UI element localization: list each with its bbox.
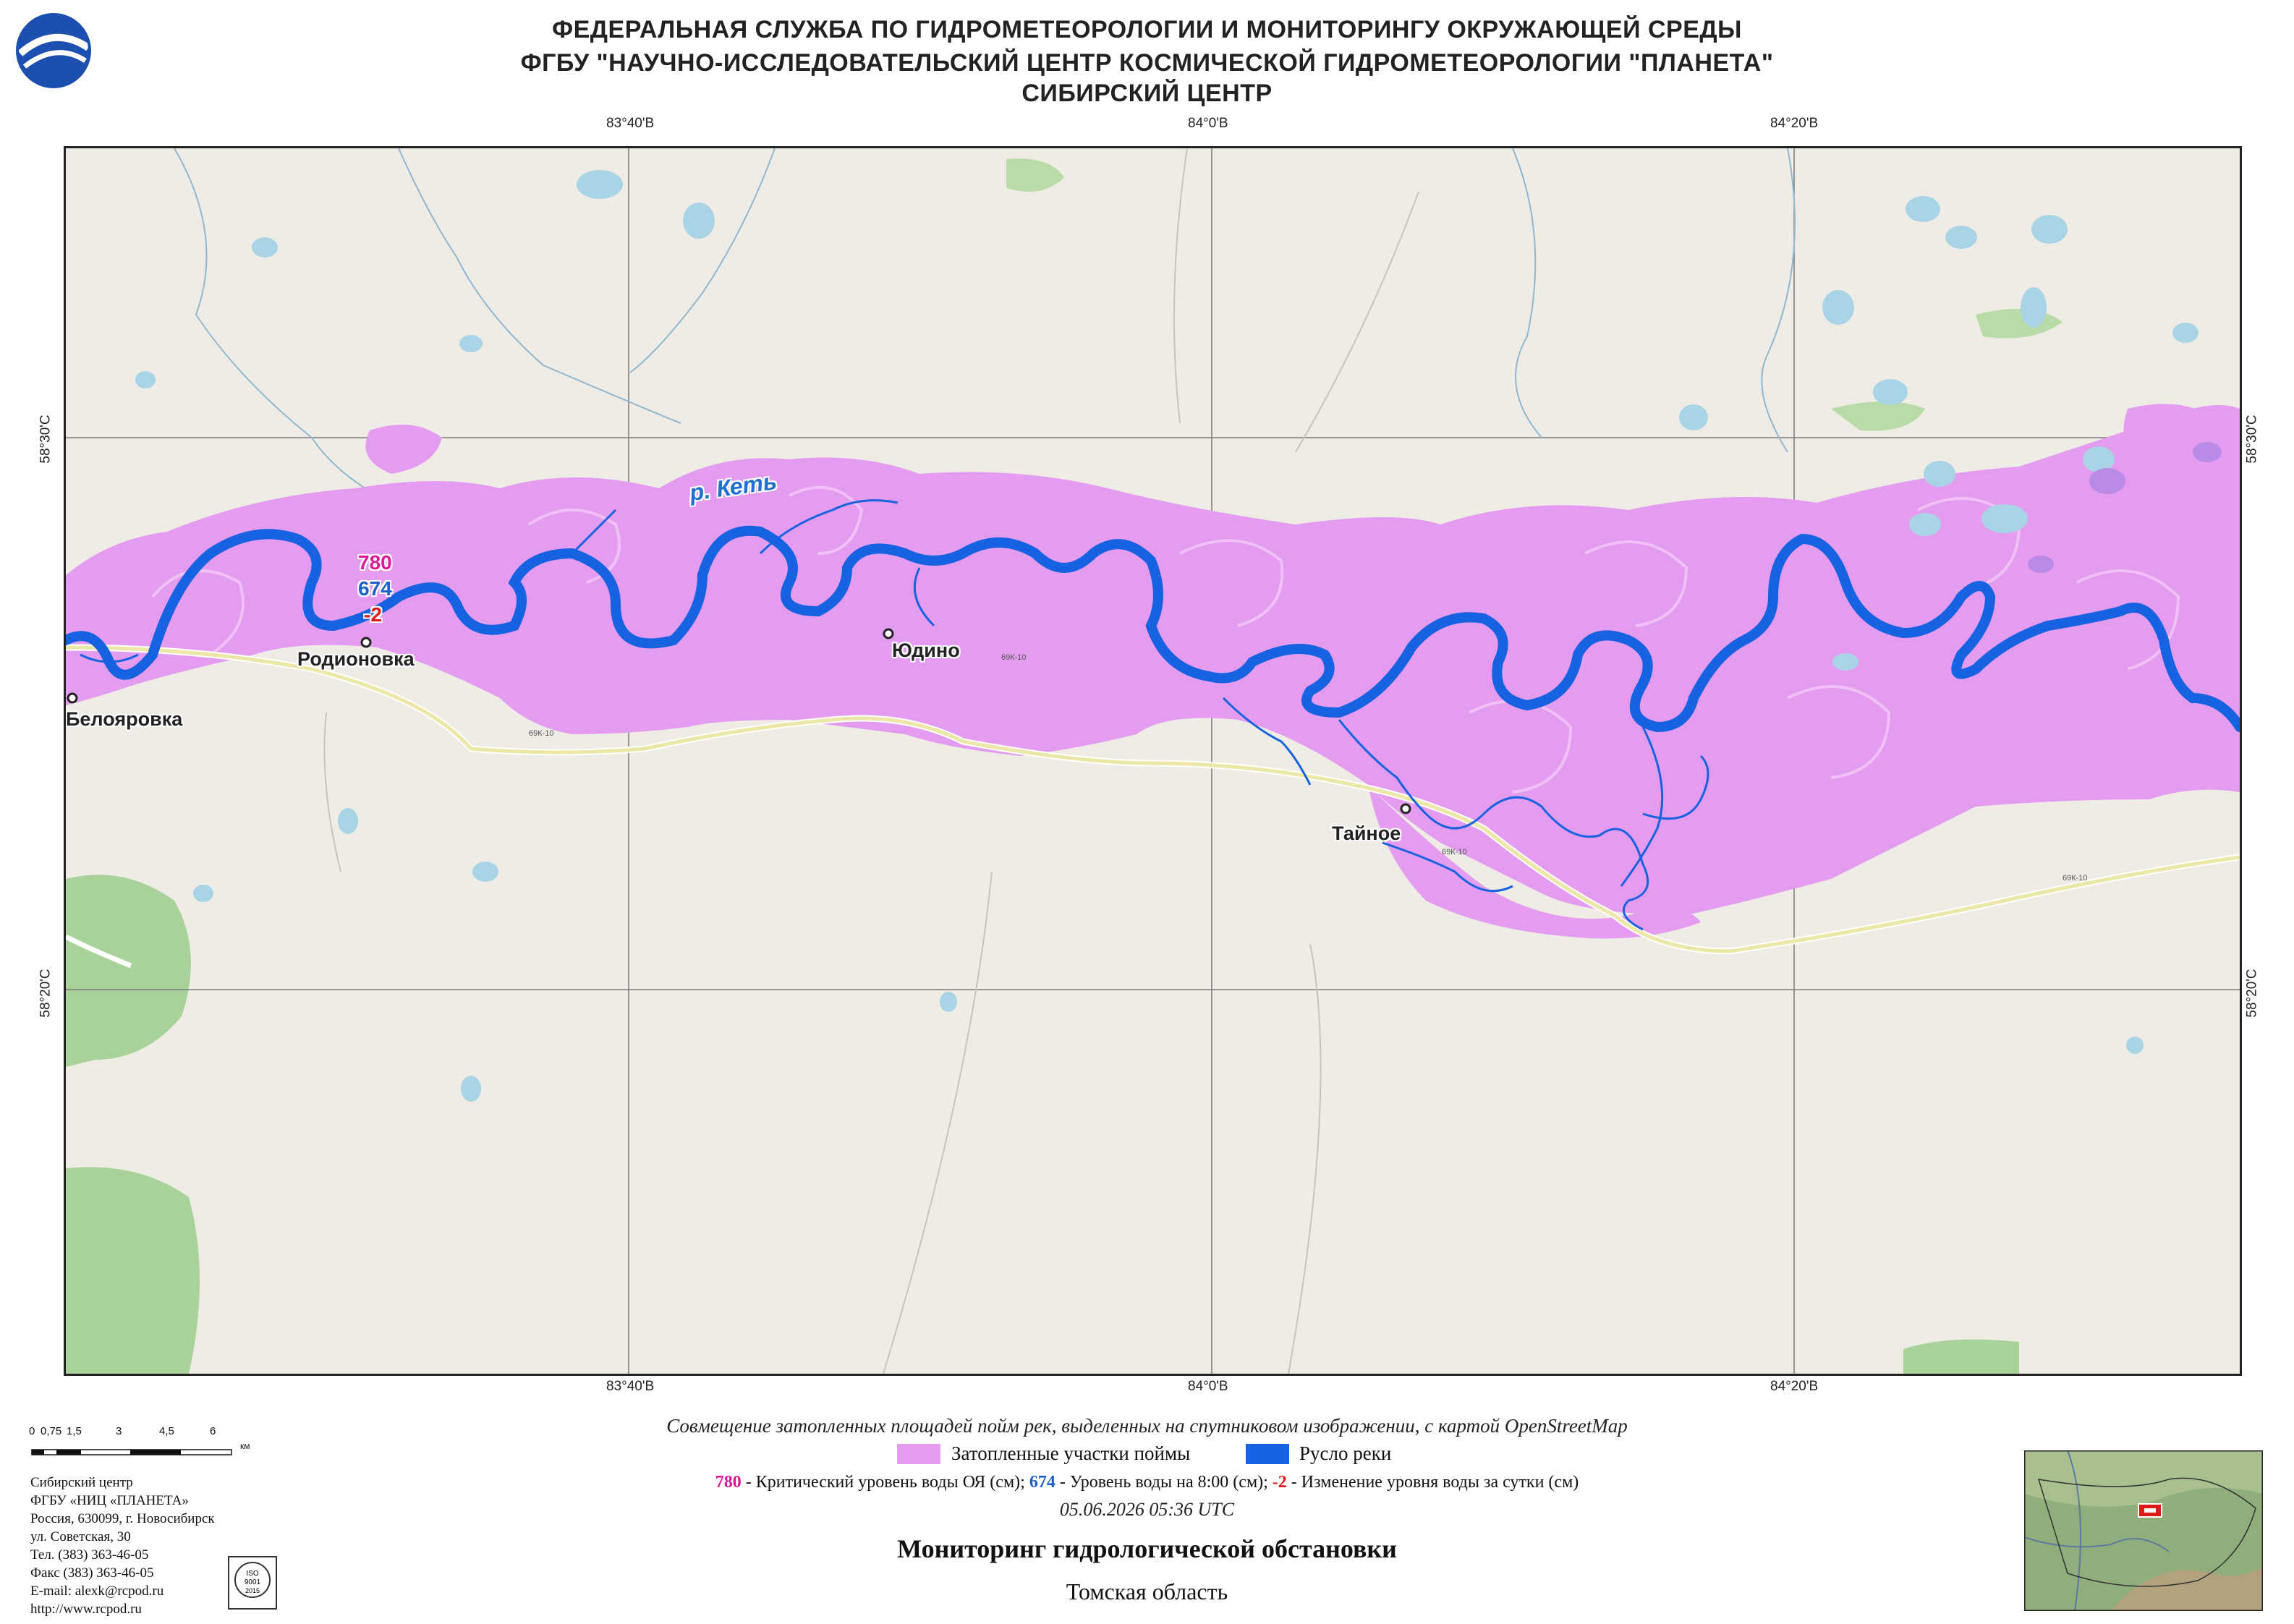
flood-map: 69К-10 69К-10 69К-10 69К-10 р. Кеть Роди… <box>64 146 2242 1376</box>
iso-text: ISO <box>246 1570 258 1578</box>
timestamp: 05.06.2026 05:36 UTC <box>1059 1499 1235 1520</box>
iso-text: 2015 <box>245 1587 260 1594</box>
scale-bar <box>31 1449 232 1455</box>
legend-river-swatch <box>1246 1444 1289 1464</box>
legend-critical-value: 780 <box>715 1473 742 1492</box>
scale-tick: 4,5 <box>159 1425 174 1437</box>
map-title: Мониторинг гидрологической обстановки <box>897 1534 1397 1563</box>
scale-tick: 1,5 <box>67 1425 82 1437</box>
scale-tick: 3 <box>116 1425 122 1437</box>
legend-level-text: - Уровень воды на 8:00 (см); <box>1055 1473 1273 1492</box>
floodplain-texture <box>151 485 2180 794</box>
scale-tick: 0 <box>29 1425 35 1437</box>
forest-area <box>1831 401 1925 431</box>
grid-label-top-2: 84°0'В <box>1188 116 1228 131</box>
forest-area <box>1006 158 1064 192</box>
forest-area <box>66 875 191 1067</box>
iso-certification-badge: ISO 9001 2015 <box>228 1556 277 1610</box>
road-label: 69К-10 <box>1442 848 1467 856</box>
grid-label-right-2: 58°20'С <box>2244 969 2260 1018</box>
scale-tick: 6 <box>210 1425 216 1437</box>
forest-area <box>66 1167 200 1374</box>
iso-text: 9001 <box>245 1578 261 1586</box>
scale-unit: км <box>240 1441 250 1451</box>
grid-label-bottom-2: 84°0'В <box>1188 1379 1228 1394</box>
region-name: Томская область <box>1066 1578 1228 1604</box>
contact-line: E-mail: alexk@rcpod.ru <box>30 1583 164 1599</box>
contact-line: Россия, 630099, г. Новосибирск <box>30 1511 215 1526</box>
scale-ticks: 0 0,75 1,5 3 4,5 6 км <box>29 1425 260 1451</box>
grid-label-top-3: 84°20'В <box>1770 116 1819 131</box>
legend-change-text: - Изменение уровня воды за сутки (см) <box>1286 1473 1579 1492</box>
grid-label-bottom-3: 84°20'В <box>1770 1379 1819 1394</box>
road-label: 69К-10 <box>2063 874 2088 883</box>
streams <box>174 148 1796 511</box>
gauge-critical-level: 780 <box>358 551 392 574</box>
place-rodionovka: Родионовка <box>297 648 415 670</box>
overview-inset-map <box>2024 1450 2263 1611</box>
map-caption: Совмещение затопленных площадей пойм рек… <box>666 1415 1628 1437</box>
settlement-markers <box>67 628 1411 815</box>
contact-line: Тел. (383) 363-46-05 <box>30 1547 149 1563</box>
river-ket <box>66 525 2240 733</box>
tracks <box>323 148 1419 1374</box>
map-canvas: 69К-10 69К-10 69К-10 69К-10 <box>66 148 2240 1374</box>
gauge-current-level: 674 <box>358 577 392 600</box>
road-label: 69К-10 <box>1001 653 1027 662</box>
grid-label-right-1: 58°30'С <box>2244 414 2260 464</box>
lakes <box>135 170 2199 1102</box>
legend-level-value: 674 <box>1029 1473 1055 1492</box>
header-line-1: ФЕДЕРАЛЬНАЯ СЛУЖБА ПО ГИДРОМЕТЕОРОЛОГИИ … <box>552 16 1742 43</box>
place-taynoe: Тайное <box>1332 822 1401 844</box>
header-line-3: СИБИРСКИЙ ЦЕНТР <box>1021 80 1273 107</box>
flooded-floodplain <box>66 404 2240 939</box>
contact-line: Факс (383) 363-46-05 <box>30 1565 154 1581</box>
contact-line: http://www.rcpod.ru <box>30 1602 142 1617</box>
deep-flood <box>2028 442 2222 573</box>
legend-gauge-explanation: 780 - Критический уровень воды ОЯ (см); … <box>0 1473 2294 1492</box>
road-label: 69К-10 <box>529 729 554 738</box>
legend-flood-swatch <box>897 1444 940 1464</box>
legend-change-value: -2 <box>1272 1473 1287 1492</box>
grid-label-top-1: 83°40'В <box>606 116 655 131</box>
contact-block: Сибирский центр ФГБУ «НИЦ «ПЛАНЕТА» Росс… <box>30 1474 215 1618</box>
legend-critical-text: - Критический уровень воды ОЯ (см); <box>741 1473 1029 1492</box>
forest-area <box>1903 1339 2019 1374</box>
scale-tick: 0,75 <box>41 1425 62 1437</box>
contact-line: Сибирский центр <box>30 1475 133 1490</box>
planeta-logo <box>13 10 94 91</box>
grid-label-left-2: 58°20'С <box>38 969 54 1018</box>
place-belyarovka: Белояровка <box>66 708 183 730</box>
side-channels <box>80 499 1709 931</box>
road-labels: 69К-10 69К-10 69К-10 69К-10 <box>529 653 2088 883</box>
contact-line: ул. Советская, 30 <box>30 1529 131 1544</box>
grid-label-left-1: 58°30'С <box>38 414 54 464</box>
grid-label-bottom-1: 83°40'В <box>606 1379 655 1394</box>
roads <box>66 644 2240 969</box>
contact-line: ФГБУ «НИЦ «ПЛАНЕТА» <box>30 1493 189 1508</box>
place-yudino: Юдино <box>892 639 960 661</box>
gauge-level-change: -2 <box>364 603 382 626</box>
header-line-2: ФГБУ "НАУЧНО-ИССЛЕДОВАТЕЛЬСКИЙ ЦЕНТР КОС… <box>520 49 1774 77</box>
legend-flood-label: Затопленные участки поймы <box>951 1442 1191 1464</box>
legend-river-label: Русло реки <box>1299 1442 1392 1464</box>
